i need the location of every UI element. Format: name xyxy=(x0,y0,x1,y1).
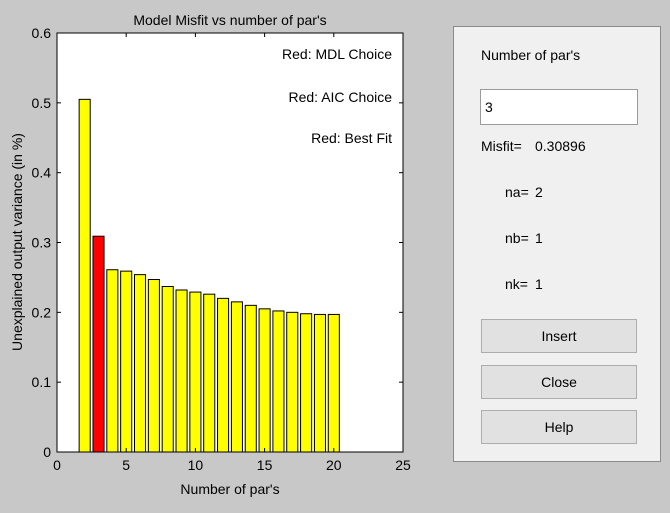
bar-15 xyxy=(258,308,271,453)
bar-17 xyxy=(286,311,299,453)
bar-3 xyxy=(92,235,105,453)
y-tick-label-0.4: 0.4 xyxy=(32,165,52,181)
y-tick-label-0.3: 0.3 xyxy=(32,235,52,251)
na-label: na= xyxy=(505,184,529,200)
na-value: 2 xyxy=(535,184,543,200)
x-tick-label-5: 5 xyxy=(122,457,130,473)
annotation-best-fit: Red: Best Fit xyxy=(311,130,392,146)
misfit-value: 0.30896 xyxy=(535,138,586,154)
bar-19 xyxy=(313,313,326,453)
y-tick-label-0: 0 xyxy=(43,444,51,460)
bar-20 xyxy=(327,313,340,453)
misfit-label: Misfit= xyxy=(481,138,522,154)
number-of-pars-input[interactable] xyxy=(480,89,638,125)
y-axis-label: Unexplained output variance (in %) xyxy=(9,133,25,351)
annotation-mdl: Red: MDL Choice xyxy=(282,46,392,62)
y-tick-label-0.1: 0.1 xyxy=(32,374,52,390)
bar-4 xyxy=(106,269,119,453)
bar-9 xyxy=(175,289,188,453)
bar-16 xyxy=(272,310,285,453)
bar-7 xyxy=(147,279,160,453)
nk-value: 1 xyxy=(535,276,543,292)
x-tick-label-25: 25 xyxy=(395,457,411,473)
nb-value: 1 xyxy=(535,230,543,246)
y-tick-label-0.2: 0.2 xyxy=(32,304,52,320)
bar-5 xyxy=(120,270,133,453)
bar-14 xyxy=(244,304,257,453)
bar-2 xyxy=(78,98,91,453)
x-tick-label-15: 15 xyxy=(257,457,273,473)
chart-title: Model Misfit vs number of par's xyxy=(133,12,326,28)
bar-8 xyxy=(161,286,174,453)
x-tick-label-0: 0 xyxy=(53,457,61,473)
bar-12 xyxy=(217,297,230,453)
model-misfit-chart: Model Misfit vs number of par's Number o… xyxy=(9,12,411,497)
x-tick-label-20: 20 xyxy=(326,457,342,473)
bar-6 xyxy=(134,274,147,453)
nk-label: nk= xyxy=(505,276,528,292)
y-tick-label-0.6: 0.6 xyxy=(32,25,52,41)
order-selection-panel: Number of par's Misfit= 0.30896 na= 2 nb… xyxy=(453,26,661,462)
bar-10 xyxy=(189,291,202,453)
bar-11 xyxy=(203,293,216,453)
ticks-group: 0 5 10 15 20 25 0 0.1 0.2 0.3 0.4 0.5 0.6 xyxy=(32,25,411,473)
x-axis-label: Number of par's xyxy=(180,481,279,497)
annotation-aic: Red: AIC Choice xyxy=(289,89,393,105)
close-button[interactable]: Close xyxy=(481,365,637,399)
y-tick-label-0.5: 0.5 xyxy=(32,95,52,111)
insert-button[interactable]: Insert xyxy=(481,319,637,353)
number-of-pars-label: Number of par's xyxy=(481,47,581,63)
bar-18 xyxy=(300,313,313,453)
help-button[interactable]: Help xyxy=(481,410,637,444)
x-tick-label-10: 10 xyxy=(188,457,204,473)
plot-frame xyxy=(56,32,404,453)
bar-13 xyxy=(230,301,243,453)
nb-label: nb= xyxy=(505,230,529,246)
